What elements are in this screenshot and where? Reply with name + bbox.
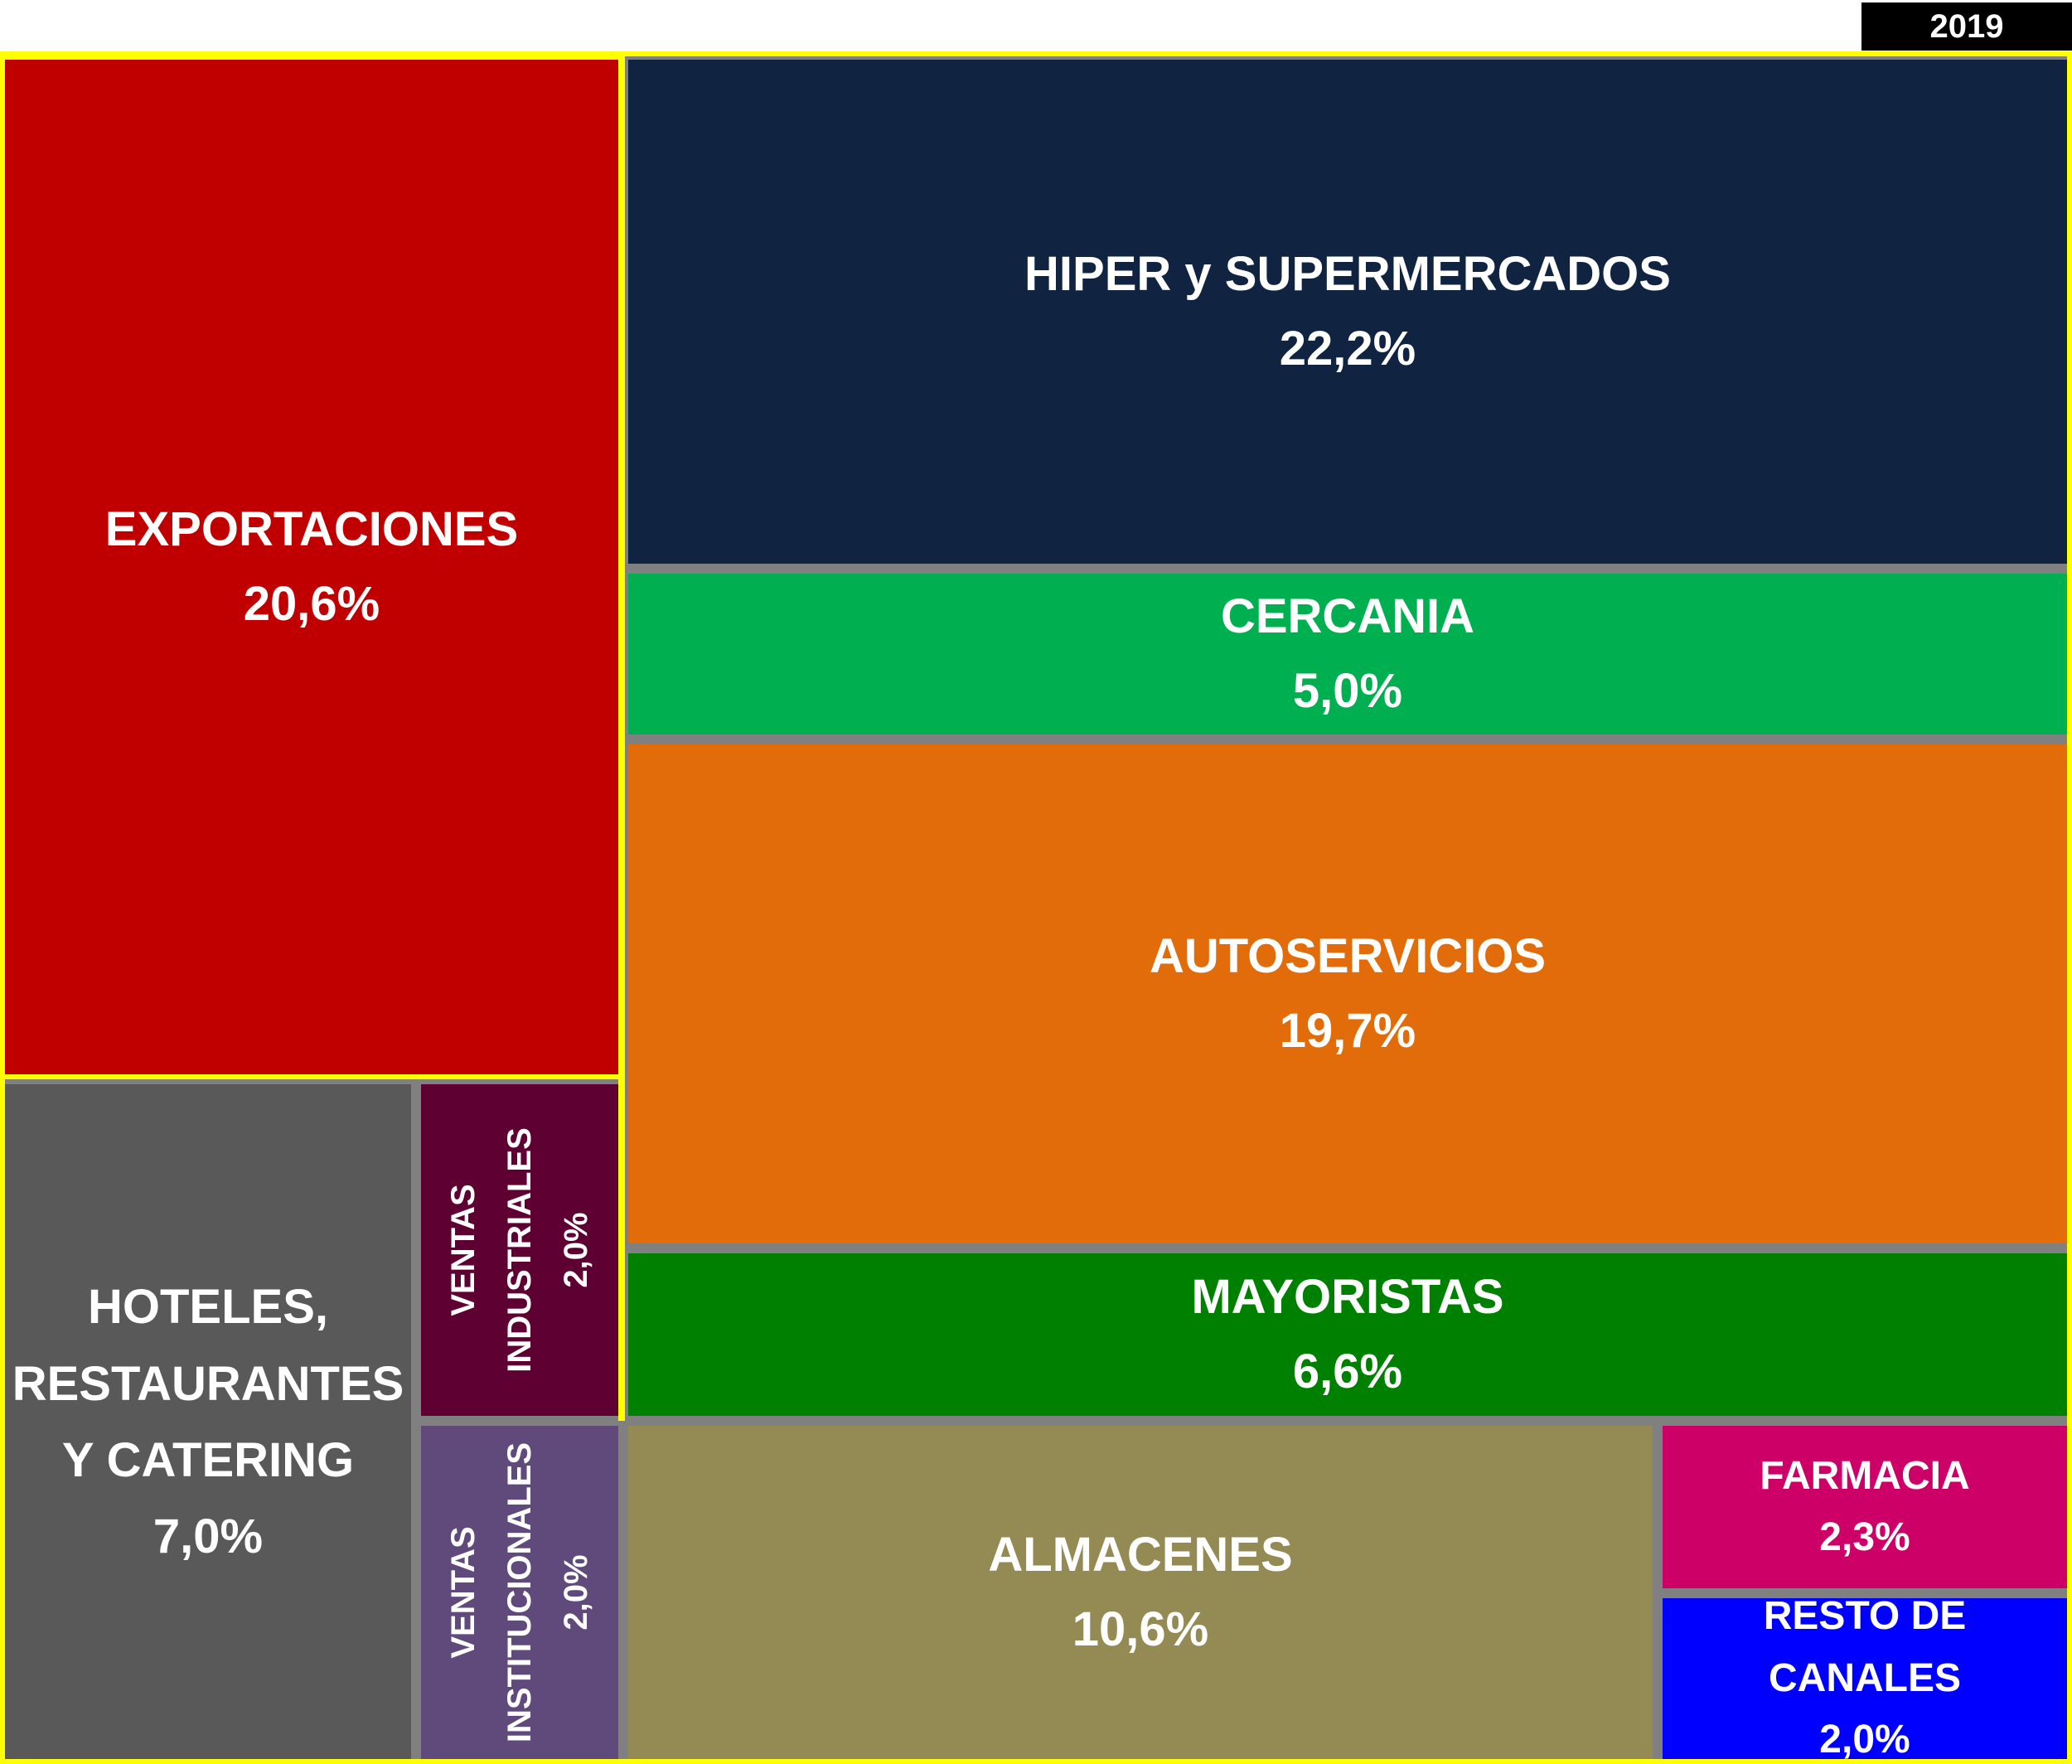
cell-label: VENTAS INSTITUCIONALES	[435, 1442, 548, 1742]
cell-value: 7,0%	[152, 1510, 264, 1564]
cell-value: 2,0%	[1819, 1718, 1910, 1762]
treemap-cell-text: HOTELES, RESTAURANTES Y CATERING 7,0%	[9, 1269, 407, 1574]
cell-value: 2,3%	[1819, 1515, 1910, 1559]
treemap-cell-hiper: HIPER y SUPERMERCADOS 22,2%	[623, 55, 2072, 569]
treemap-cell-resto: RESTO DE CANALES 2,0%	[1658, 1593, 2072, 1764]
cell-value: 2,0%	[558, 1554, 595, 1631]
cell-label-line: INDUSTRIALES	[501, 1127, 539, 1373]
cell-label-line: INSTITUCIONALES	[501, 1442, 539, 1743]
cell-label: HOTELES, RESTAURANTES Y CATERING	[12, 1279, 404, 1488]
treemap-cell-mayoristas: MAYORISTAS 6,6%	[623, 1248, 2072, 1421]
treemap-cell-ventas-industriales: VENTAS INDUSTRIALES 2,0%	[416, 1079, 623, 1421]
cell-label: EXPORTACIONES	[104, 502, 519, 557]
treemap-cell-almacenes: ALMACENES 10,6%	[623, 1421, 1658, 1764]
cell-label: FARMACIA	[1760, 1453, 1970, 1498]
year-badge: 2019	[1861, 2, 2072, 51]
treemap-cell-text: CERCANIA 5,0%	[1221, 579, 1474, 729]
treemap-cell-ventas-institucionales: VENTAS INSTITUCIONALES 2,0%	[416, 1421, 623, 1764]
cell-label: HIPER y SUPERMERCADOS	[1024, 247, 1671, 302]
treemap-cell-text: MAYORISTAS 6,6%	[1191, 1260, 1503, 1409]
treemap-cell-cercania: CERCANIA 5,0%	[623, 569, 2072, 739]
treemap-cell-text: HIPER y SUPERMERCADOS 22,2%	[1024, 237, 1671, 386]
treemap-cell-exportaciones: EXPORTACIONES 20,6%	[0, 55, 623, 1079]
cell-value: 22,2%	[1279, 322, 1416, 376]
cell-label: RESTO DE CANALES	[1763, 1594, 1967, 1700]
cell-value: 5,0%	[1292, 664, 1403, 718]
treemap-cell-text: FARMACIA 2,3%	[1760, 1446, 1969, 1569]
cell-value: 19,7%	[1279, 1004, 1416, 1058]
cell-label: CERCANIA	[1220, 589, 1475, 644]
cell-label: ALMACENES	[988, 1528, 1293, 1582]
treemap-cell-text: AUTOSERVICIOS 19,7%	[1150, 919, 1546, 1069]
treemap-cell-autoservicios: AUTOSERVICIOS 19,7%	[623, 739, 2072, 1248]
treemap-cell-text: ALMACENES 10,6%	[988, 1518, 1292, 1667]
cell-label: AUTOSERVICIOS	[1149, 929, 1547, 984]
treemap-cell-text: VENTAS INSTITUCIONALES 2,0%	[435, 1442, 604, 1742]
cell-value: 6,6%	[1292, 1345, 1403, 1398]
treemap-cell-text: VENTAS INDUSTRIALES 2,0%	[435, 1127, 604, 1373]
cell-value: 2,0%	[558, 1212, 595, 1288]
cell-label-line: VENTAS	[445, 1184, 482, 1316]
cell-label-line: VENTAS	[445, 1526, 482, 1659]
treemap-cell-hoteles: HOTELES, RESTAURANTES Y CATERING 7,0%	[0, 1079, 416, 1764]
treemap-cell-farmacia: FARMACIA 2,3%	[1658, 1421, 2072, 1593]
treemap-cell-text: RESTO DE CANALES 2,0%	[1663, 1594, 2067, 1762]
cell-value: 20,6%	[243, 577, 380, 631]
cell-label: VENTAS INDUSTRIALES	[435, 1127, 548, 1373]
treemap-cell-text: EXPORTACIONES 20,6%	[105, 492, 518, 642]
cell-value: 10,6%	[1072, 1602, 1209, 1656]
cell-label: MAYORISTAS	[1191, 1270, 1504, 1325]
